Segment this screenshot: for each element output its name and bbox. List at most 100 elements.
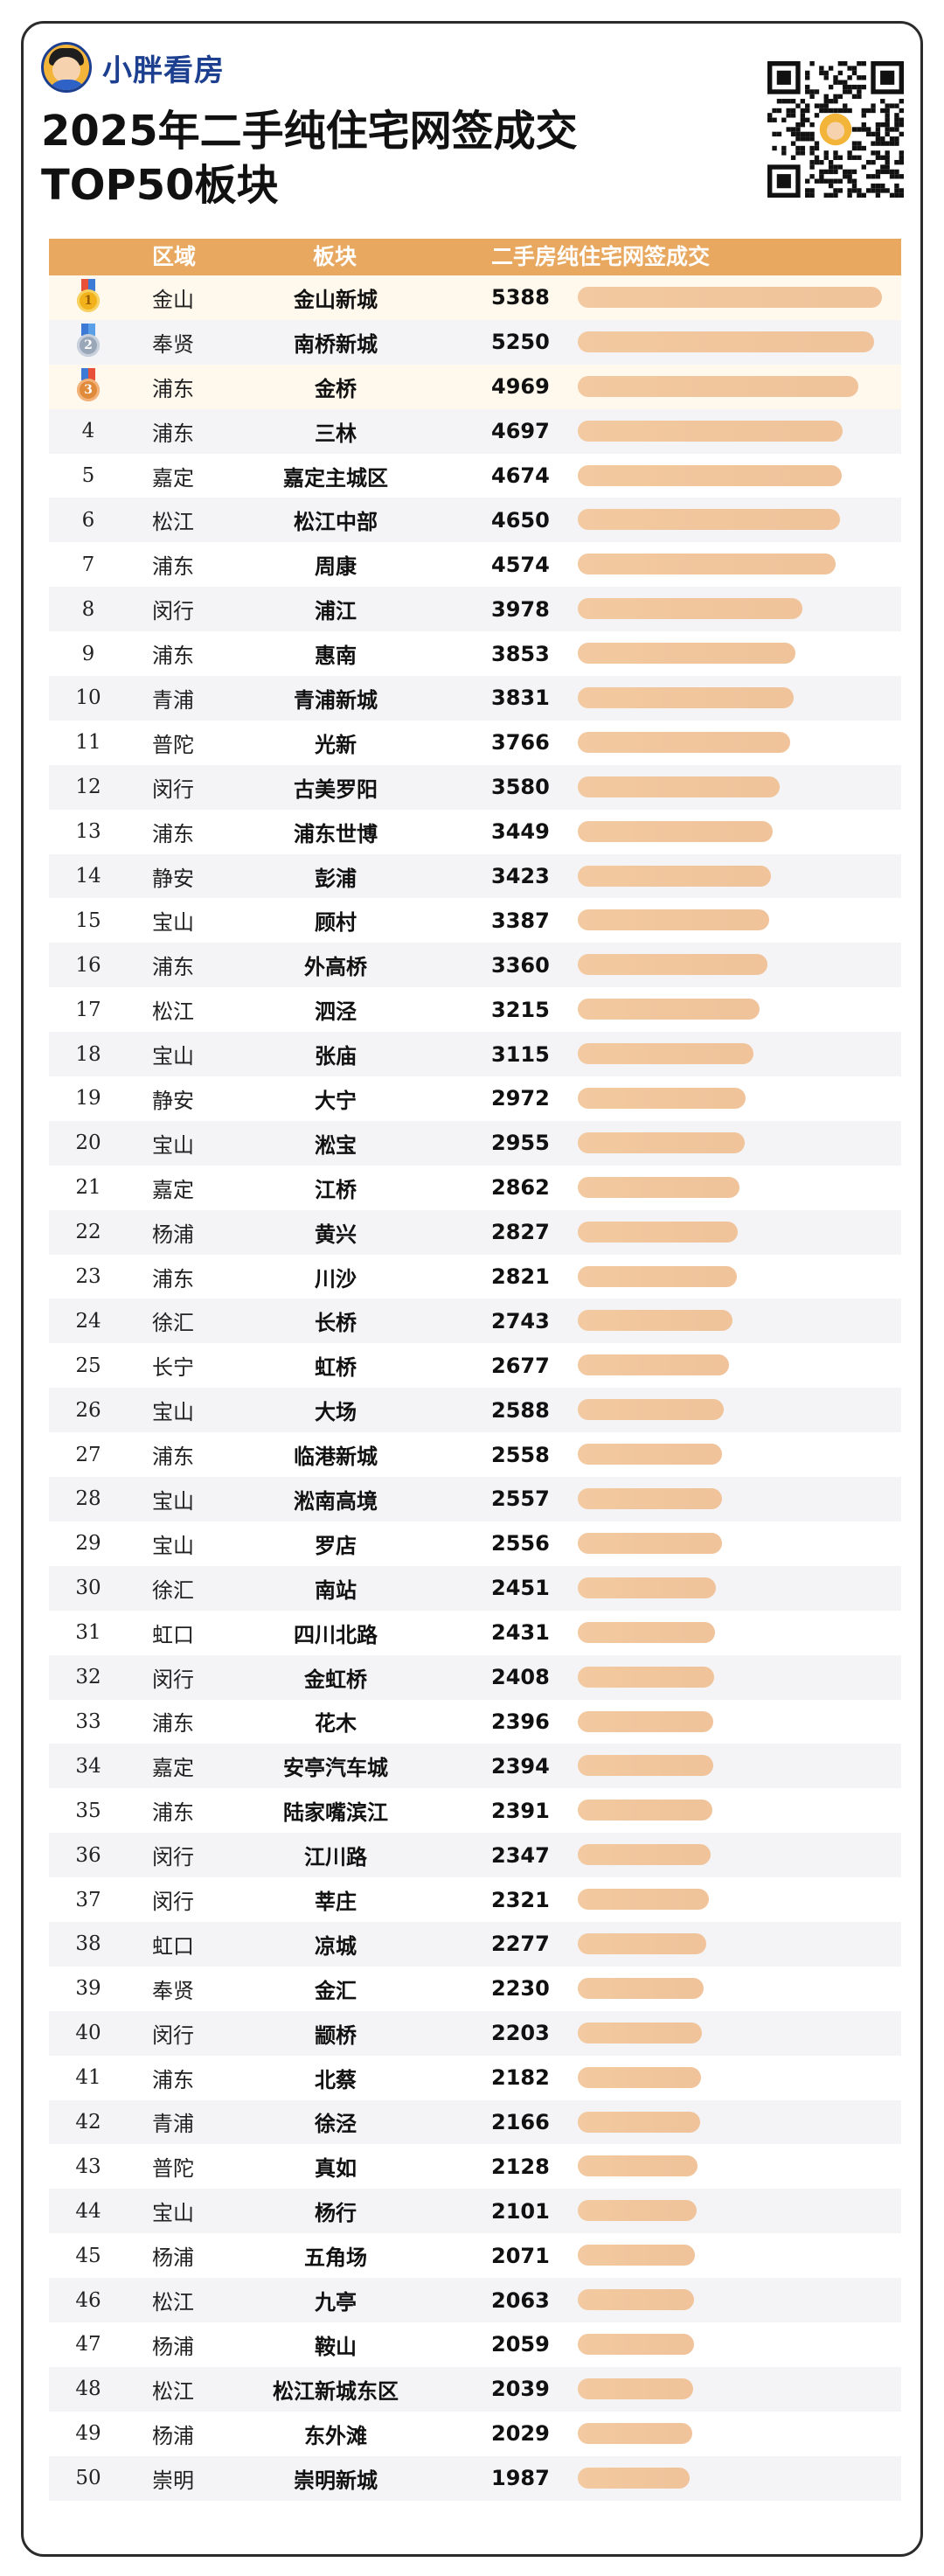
rank-number: 17 — [75, 998, 101, 1021]
block-label: 顾村 — [315, 910, 357, 936]
district-label: 青浦 — [152, 2112, 194, 2137]
block-label: 临港新城 — [294, 1445, 378, 1470]
value-bar — [578, 1444, 722, 1466]
rank-number: 1 — [77, 289, 100, 313]
table-row: 39 奉贤 金汇 2230 — [49, 1966, 901, 2011]
district-label: 浦东 — [152, 554, 194, 580]
block-label: 浦江 — [315, 599, 357, 624]
table-header: 区域 板块 二手房纯住宅网签成交 — [49, 239, 901, 275]
table-row: 27 浦东 临港新城 2558 — [49, 1432, 901, 1478]
value-bar — [578, 2022, 702, 2043]
district-label: 静安 — [152, 1088, 194, 1113]
district-label: 奉贤 — [152, 1978, 194, 2003]
district-label: 浦东 — [152, 955, 194, 980]
rank-number: 49 — [75, 2422, 101, 2446]
district-label: 宝山 — [152, 2201, 194, 2226]
value-bar — [578, 420, 843, 442]
value-label: 2347 — [491, 1842, 550, 1868]
value-label: 2862 — [491, 1175, 550, 1201]
value-bar — [578, 2467, 690, 2489]
value-bar — [578, 1977, 704, 1999]
value-label: 3978 — [491, 596, 550, 622]
rank-number: 33 — [75, 1709, 101, 1733]
value-label: 1987 — [491, 2466, 550, 2491]
table-row: 31 虹口 四川北路 2431 — [49, 1610, 901, 1655]
table-row: 50 崇明 崇明新城 1987 — [49, 2455, 901, 2501]
block-label: 古美罗阳 — [294, 776, 378, 802]
table-row: 22 杨浦 黄兴 2827 — [49, 1209, 901, 1255]
district-label: 青浦 — [152, 687, 194, 713]
rank-number: 27 — [75, 1443, 101, 1466]
district-label: 普陀 — [152, 2156, 194, 2182]
value-label: 3766 — [491, 730, 550, 755]
rank-number: 23 — [75, 1265, 101, 1289]
district-label: 虹口 — [152, 1622, 194, 1647]
table-row: 36 闵行 江川路 2347 — [49, 1833, 901, 1878]
district-label: 长宁 — [152, 1355, 194, 1381]
table-row: 24 徐汇 长桥 2743 — [49, 1298, 901, 1344]
value-bar — [578, 464, 842, 486]
rank-number: 22 — [75, 1221, 101, 1244]
block-label: 大宁 — [315, 1088, 357, 1113]
district-label: 松江 — [152, 510, 194, 535]
block-label: 松江新城东区 — [273, 2378, 399, 2404]
rank-number: 50 — [75, 2467, 101, 2490]
block-label: 陆家嘴滨江 — [283, 1800, 388, 1826]
value-bar — [578, 999, 760, 1020]
table-row: 25 长宁 虹桥 2677 — [49, 1343, 901, 1389]
rank-number: 46 — [75, 2288, 101, 2312]
table-row: 15 宝山 顾村 3387 — [49, 898, 901, 943]
block-label: 三林 — [315, 421, 357, 446]
rank-number: 2 — [77, 334, 100, 358]
rank-number: 45 — [75, 2244, 101, 2267]
value-bar — [578, 1354, 729, 1376]
block-label: 北蔡 — [315, 2067, 357, 2092]
table-row: 37 闵行 莘庄 2321 — [49, 1877, 901, 1922]
value-label: 2588 — [491, 1397, 550, 1423]
value-label: 2451 — [491, 1576, 550, 1601]
district-label: 宝山 — [152, 1533, 194, 1558]
rank-number: 4 — [81, 420, 95, 443]
table-row: 29 宝山 罗店 2556 — [49, 1521, 901, 1566]
block-label: 虹桥 — [315, 1355, 357, 1381]
district-label: 浦东 — [152, 376, 194, 401]
silver-medal-icon: 2 — [73, 324, 103, 360]
block-label: 金山新城 — [294, 287, 378, 312]
block-label: 川沙 — [315, 1266, 357, 1291]
block-label: 杨行 — [315, 2201, 357, 2226]
value-label: 2166 — [491, 2109, 550, 2134]
district-label: 普陀 — [152, 732, 194, 757]
value-bar — [578, 776, 780, 797]
value-label: 2556 — [491, 1531, 550, 1556]
value-bar — [578, 865, 771, 887]
rank-number: 7 — [81, 553, 95, 576]
value-bar — [578, 1844, 711, 1866]
block-label: 金桥 — [315, 376, 357, 401]
block-label: 徐泾 — [315, 2112, 357, 2137]
district-label: 宝山 — [152, 910, 194, 936]
table-row: 12 闵行 古美罗阳 3580 — [49, 764, 901, 810]
rank-number: 13 — [75, 820, 101, 844]
rank-number: 41 — [75, 2066, 101, 2090]
value-label: 2203 — [491, 2021, 550, 2046]
block-label: 黄兴 — [315, 1222, 357, 1247]
table-row: 40 闵行 颛桥 2203 — [49, 2010, 901, 2056]
value-bar — [578, 2378, 693, 2399]
value-bar — [578, 2289, 694, 2311]
value-bar — [578, 1532, 722, 1554]
rank-number: 44 — [75, 2199, 101, 2223]
value-bar — [578, 909, 769, 931]
value-bar — [578, 1710, 713, 1732]
value-bar — [578, 331, 874, 352]
block-label: 江桥 — [315, 1177, 357, 1202]
ranking-table: 1 金山 金山新城 5388 2 奉贤 南桥新城 5250 3 浦东 金桥 4969 4 浦东 三林 4697… — [49, 275, 901, 2501]
rank-medal-icon: 1 — [49, 275, 128, 320]
value-bar — [578, 1488, 722, 1510]
value-label: 2827 — [491, 1220, 550, 1245]
rank-number: 31 — [75, 1621, 101, 1645]
table-row: 3 浦东 金桥 4969 — [49, 364, 901, 409]
table-row: 10 青浦 青浦新城 3831 — [49, 676, 901, 721]
table-row: 28 宝山 淞南高境 2557 — [49, 1477, 901, 1521]
table-row: 1 金山 金山新城 5388 — [49, 275, 901, 320]
district-label: 浦东 — [152, 1711, 194, 1737]
